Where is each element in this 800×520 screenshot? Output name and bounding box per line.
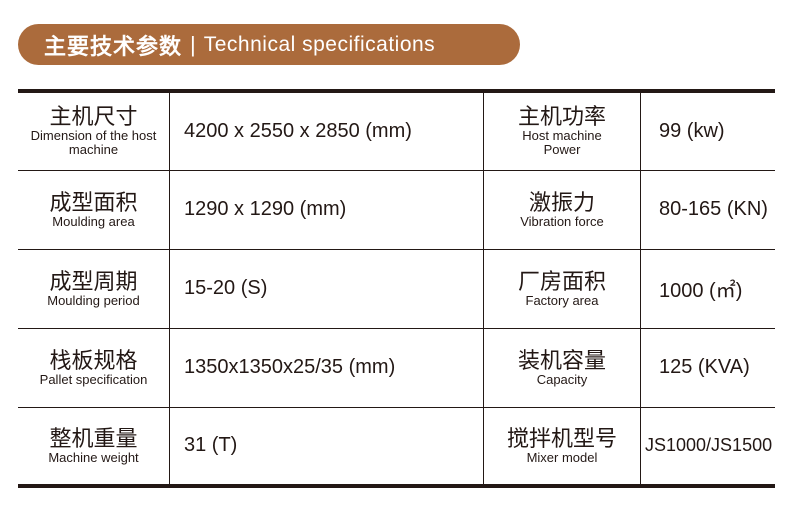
spec-label: 激振力 Vibration force <box>483 169 641 250</box>
table-row: 栈板规格 Pallet specification 1350x1350x25/35 … <box>18 327 775 408</box>
label-cn: 装机容量 <box>517 347 606 373</box>
header-separator: | <box>190 31 196 57</box>
label-en: Capacity <box>536 371 588 387</box>
label-cn: 搅拌机型号 <box>506 425 617 451</box>
header-title-cn: 主要技术参数 <box>44 33 183 59</box>
spec-value: 1350x1350x25/35 (mm) <box>169 327 484 408</box>
section-header: 主要技术参数 | Technical specifications <box>18 24 520 65</box>
label-en: Moulding area <box>52 213 135 229</box>
label-cn: 成型面积 <box>49 189 138 215</box>
label-en: Moulding period <box>47 292 140 308</box>
label-en: Vibration force <box>520 213 604 229</box>
label-en: Machine weight <box>48 449 139 465</box>
table-row: 主机尺寸 Dimension of the host machine 4200 x … <box>18 90 775 171</box>
header-title-en: Technical specifications <box>203 32 436 56</box>
label-en: Dimension of the host machine <box>30 128 157 158</box>
label-en: Mixer model <box>526 449 598 465</box>
label-en: Factory area <box>525 292 599 308</box>
spec-value: 80-165 (KN) <box>640 169 775 250</box>
spec-value: 31 (T) <box>169 406 484 487</box>
spec-label: 整机重量 Machine weight <box>18 406 170 487</box>
label-cn: 成型周期 <box>49 268 138 294</box>
spec-value: 1290 x 1290 (mm) <box>169 169 484 250</box>
spec-value: 4200 x 2550 x 2850 (mm) <box>169 90 484 171</box>
spec-label: 成型面积 Moulding area <box>18 169 170 250</box>
label-en: Host machine Power <box>522 128 602 158</box>
spec-value: 99 (kw) <box>640 90 775 171</box>
label-en: Pallet specification <box>39 371 148 387</box>
label-cn: 主机尺寸 <box>49 104 138 130</box>
spec-label: 成型周期 Moulding period <box>18 248 170 329</box>
table-row: 成型周期 Moulding period 15-20 (S) 厂房面积 Factory … <box>18 248 775 329</box>
spec-value: 15-20 (S) <box>169 248 484 329</box>
spec-label: 主机尺寸 Dimension of the host machine <box>18 90 170 171</box>
spec-value: JS1000/JS1500 <box>640 406 775 487</box>
spec-table: 主机尺寸 Dimension of the host machine 4200 x … <box>18 89 775 488</box>
spec-label: 栈板规格 Pallet specification <box>18 327 170 408</box>
label-cn: 厂房面积 <box>517 268 606 294</box>
spec-label: 搅拌机型号 Mixer model <box>483 406 641 487</box>
table-row: 成型面积 Moulding area 1290 x 1290 (mm) 激振力 Vibr… <box>18 169 775 250</box>
label-cn: 激振力 <box>528 189 595 215</box>
spec-label: 装机容量 Capacity <box>483 327 641 408</box>
label-cn: 栈板规格 <box>49 347 138 373</box>
label-cn: 整机重量 <box>49 425 138 451</box>
label-cn: 主机功率 <box>517 104 606 130</box>
spec-label: 厂房面积 Factory area <box>483 248 641 329</box>
spec-label: 主机功率 Host machine Power <box>483 90 641 171</box>
spec-value: 125 (KVA) <box>640 327 775 408</box>
table-row: 整机重量 Machine weight 31 (T) 搅拌机型号 Mixer model… <box>18 406 775 487</box>
spec-value: 1000 (㎡) <box>640 248 775 329</box>
